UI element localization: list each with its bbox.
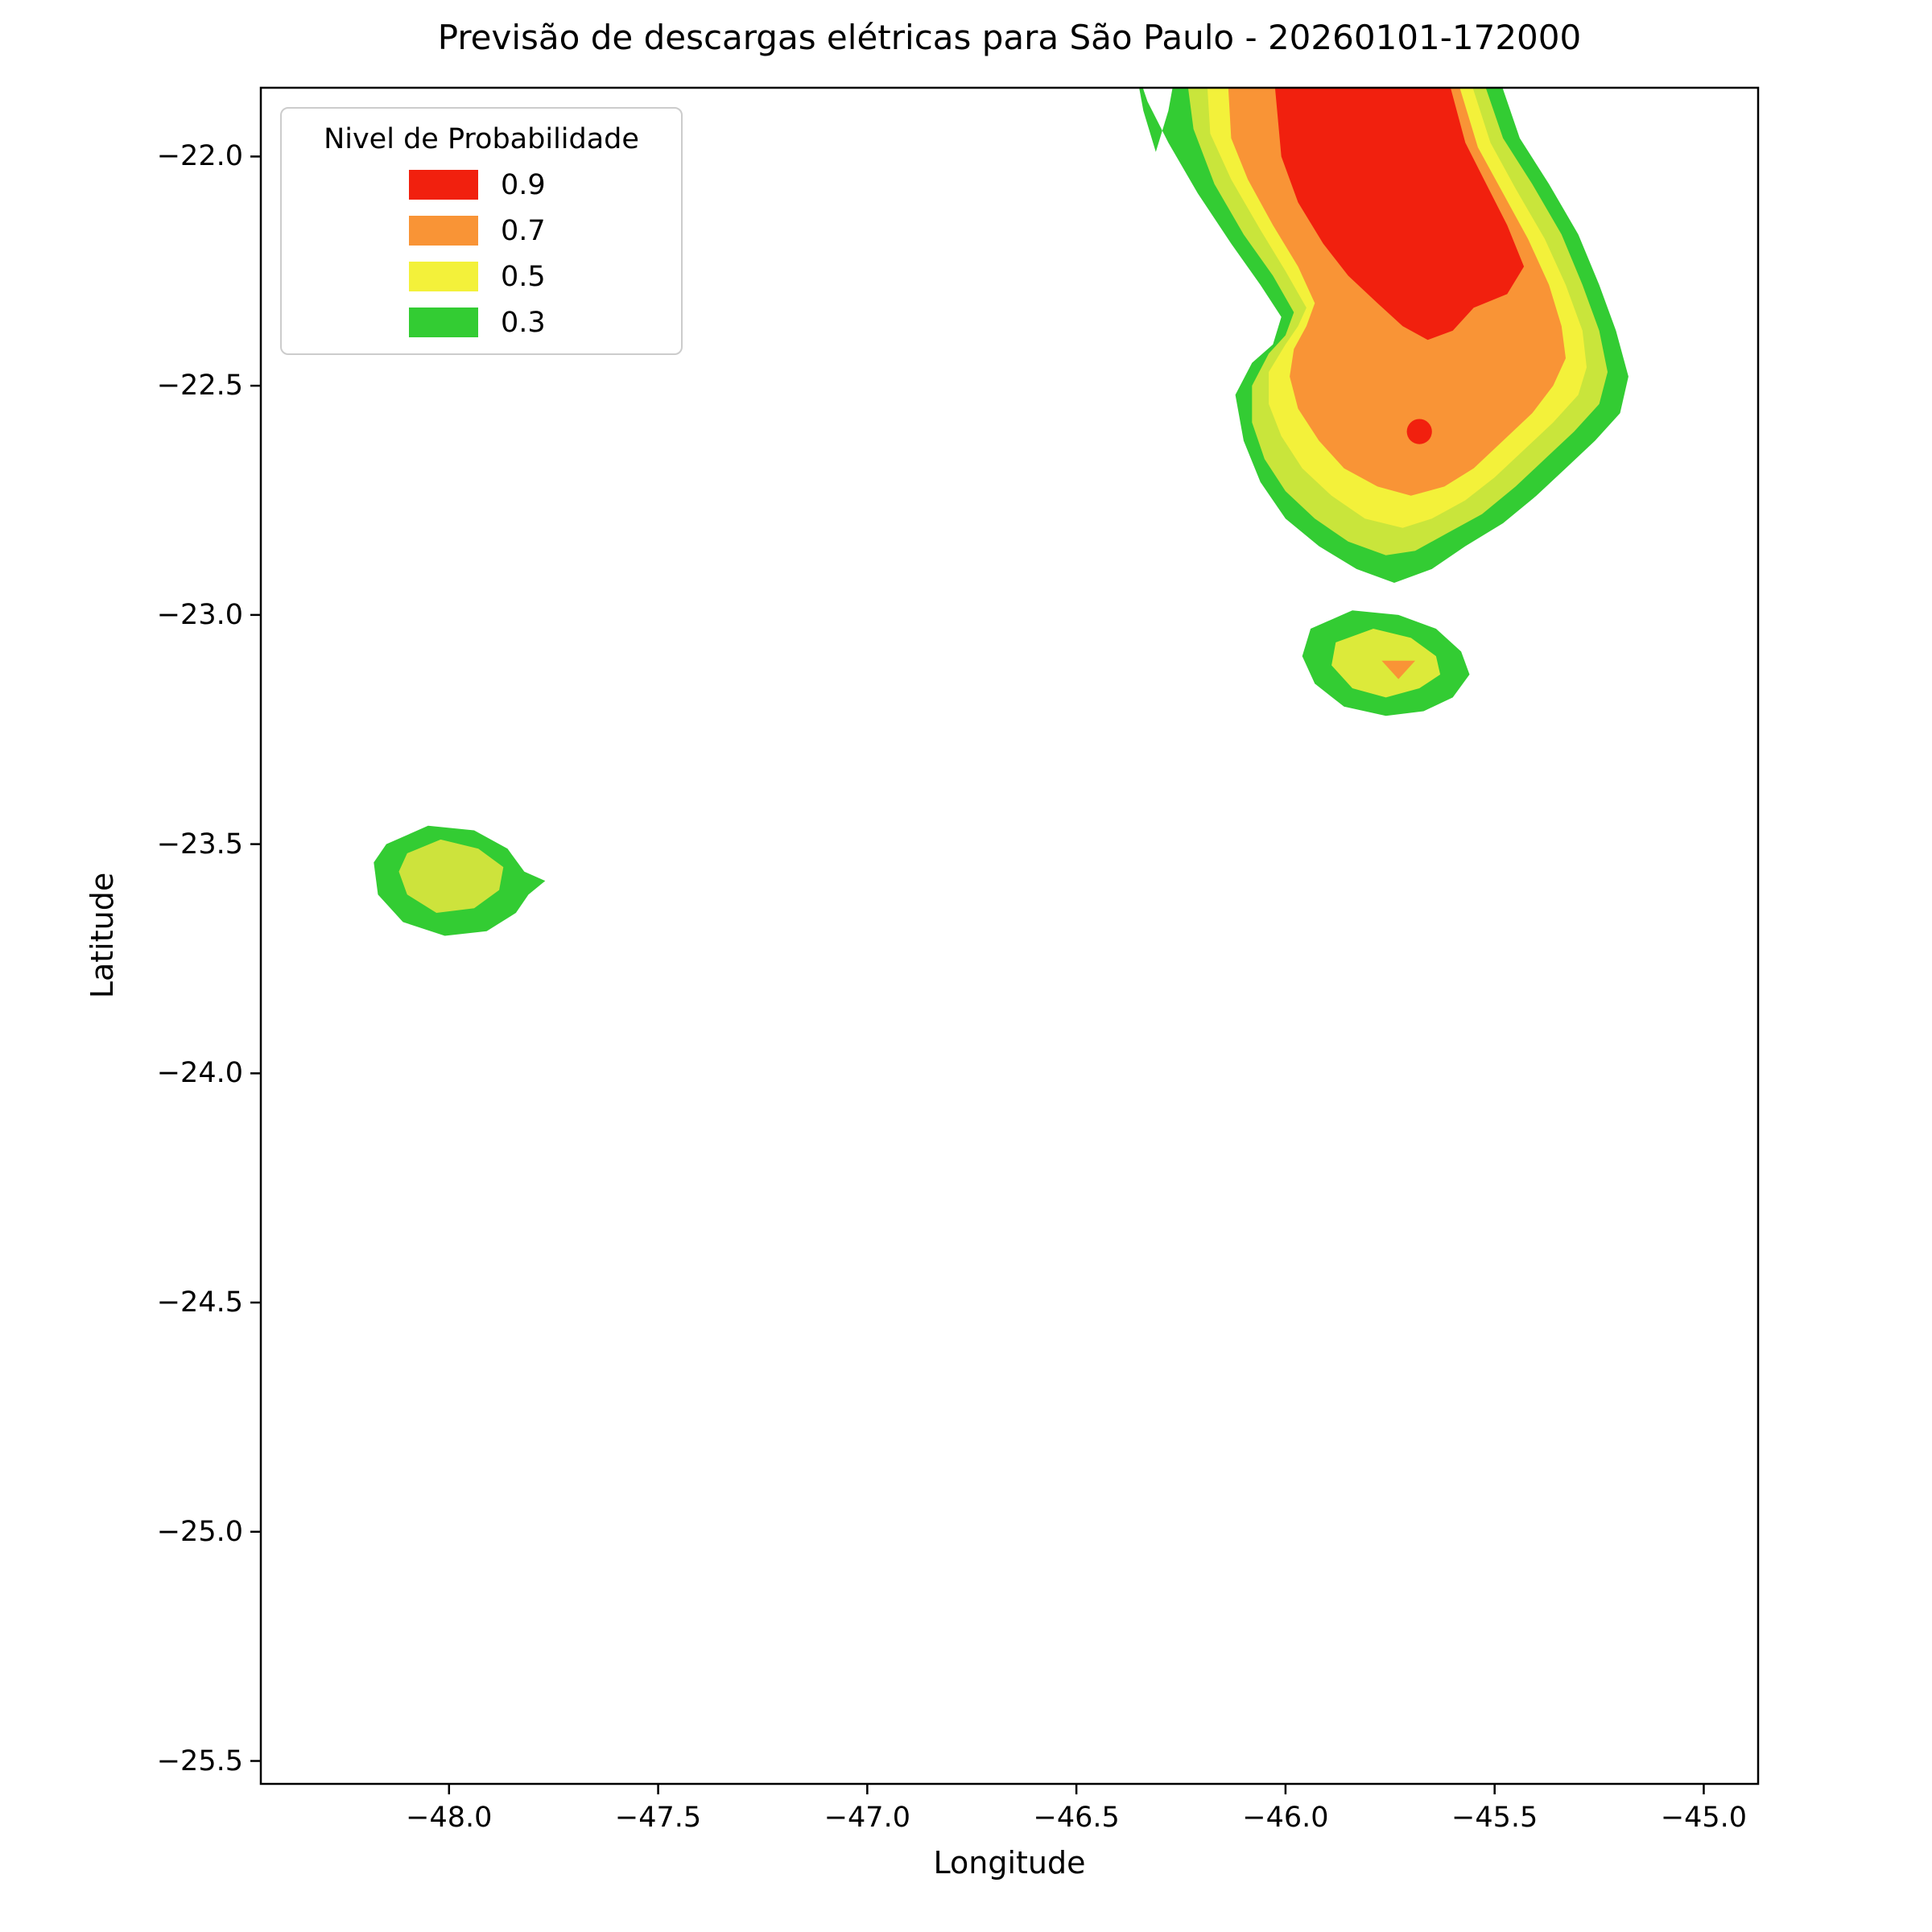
x-tick-label: −45.5 (1451, 1802, 1538, 1834)
contour-regions (374, 88, 1629, 936)
chart-title: Previsão de descargas elétricas para São… (437, 18, 1582, 57)
legend-entry-label: 0.9 (501, 168, 546, 201)
axes-frame (259, 86, 1760, 1785)
x-tick-label: −46.5 (1033, 1802, 1120, 1834)
legend-entry-0.9: 0.9 (282, 162, 681, 208)
legend-entry-label: 0.7 (501, 214, 546, 247)
y-tick-label: −25.0 (156, 1515, 243, 1548)
region-main-cell-p09 (1274, 88, 1525, 341)
x-tick-label: −46.0 (1242, 1802, 1329, 1834)
x-tick-label: −47.0 (824, 1802, 910, 1834)
legend-swatch-0.9 (409, 170, 478, 200)
y-tick-label: −24.5 (156, 1286, 243, 1319)
legend-entry-0.5: 0.5 (282, 254, 681, 299)
legend-entry-0.7: 0.7 (282, 208, 681, 254)
x-tick-label: −45.0 (1660, 1802, 1748, 1834)
y-tick-label: −25.5 (156, 1744, 243, 1777)
legend: Nivel de Probabilidade 0.9 0.7 0.5 0.3 (280, 107, 683, 355)
x-axis-label: Longitude (933, 1845, 1086, 1880)
y-axis-label: Latitude (85, 872, 120, 999)
legend-entry-0.3: 0.3 (282, 299, 681, 345)
legend-swatch-0.3 (409, 308, 478, 337)
y-tick-label: −24.0 (156, 1057, 243, 1090)
legend-entry-label: 0.5 (501, 260, 546, 293)
y-tick-label: −22.0 (156, 140, 243, 173)
y-tick-label: −22.5 (156, 369, 243, 402)
legend-swatch-0.7 (409, 216, 478, 246)
x-tick-label: −47.5 (614, 1802, 702, 1834)
region-south-cell-p07 (1381, 660, 1415, 679)
region-west-cell-p05 (398, 839, 504, 913)
legend-entries: 0.9 0.7 0.5 0.3 (282, 162, 681, 345)
legend-swatch-0.5 (409, 262, 478, 291)
y-tick-label: −23.0 (156, 598, 243, 631)
legend-title: Nivel de Probabilidade (324, 123, 639, 155)
y-tick-label: −23.5 (156, 828, 243, 861)
legend-entry-label: 0.3 (501, 306, 546, 339)
x-tick-label: −48.0 (406, 1802, 493, 1834)
region-main-cell-core-marker (1406, 419, 1432, 444)
